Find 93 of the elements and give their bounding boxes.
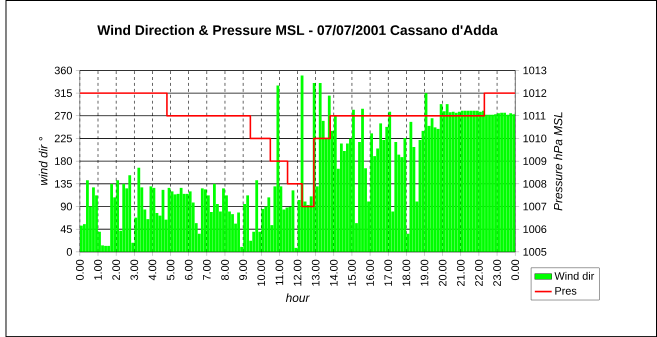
y2-tick-label: 1005 [523, 248, 546, 256]
bar [394, 142, 398, 252]
y-tick-label: 0 [66, 248, 72, 256]
bar [379, 123, 382, 252]
y2-tick-label: 1013 [523, 66, 546, 74]
bar [482, 110, 485, 252]
x-tick-label: 12.00 [294, 260, 302, 286]
y2-tick-label: 1011 [523, 112, 546, 120]
bar [424, 93, 428, 252]
y2-tick-label: 1009 [523, 157, 546, 165]
bar [231, 214, 234, 252]
bar [180, 188, 183, 252]
bar [440, 104, 443, 252]
bar [410, 122, 412, 252]
y-axis-title: wind dir ° [38, 136, 48, 185]
y-tick-label: 90 [60, 202, 72, 210]
bar [500, 112, 503, 252]
bar [92, 187, 95, 252]
bar [491, 114, 494, 252]
x-tick-label: 20.00 [438, 260, 446, 286]
chart-title: Wind Direction & Pressure MSL - 07/07/2001 Cassano d'Adda [97, 24, 498, 36]
bar [506, 114, 510, 252]
x-tick-label: 7.00 [203, 260, 211, 280]
y2-tick-label: 1012 [523, 89, 546, 97]
y-tick-label: 135 [55, 180, 72, 188]
bar [472, 110, 476, 252]
bar [276, 85, 280, 252]
x-tick-label: 5.00 [166, 260, 174, 280]
y2-tick-label: 1010 [523, 134, 546, 142]
bar [361, 108, 364, 252]
x-tick-label: 9.00 [239, 260, 247, 280]
bar [479, 112, 482, 252]
x-tick-label: 11.00 [276, 260, 284, 285]
bar [174, 194, 176, 252]
x-tick-label: 2.00 [112, 260, 120, 280]
bar [476, 110, 479, 252]
x-tick-label: 1.00 [94, 260, 102, 280]
bar [300, 75, 304, 252]
bar [430, 118, 434, 252]
bar [170, 191, 174, 252]
bar [488, 114, 491, 252]
x-tick-label: 3.00 [130, 260, 138, 280]
bar [80, 226, 83, 252]
x-tick-label: 13.00 [312, 260, 320, 286]
bar [168, 188, 170, 252]
bar [503, 112, 506, 252]
y-tick-label: 45 [60, 225, 72, 233]
y-tick-label: 225 [54, 134, 72, 142]
x-tick-label: 17.00 [384, 260, 392, 286]
x-tick-label: 19.00 [420, 260, 428, 286]
x-tick-label: 14.00 [330, 260, 338, 286]
legend-label: Wind dir [554, 272, 594, 280]
legend-label: Pres [555, 287, 576, 295]
y-tick-label: 180 [55, 157, 72, 165]
bar [485, 114, 488, 252]
bar [340, 143, 343, 252]
y-tick-label: 270 [54, 112, 72, 120]
x-tick-label: 16.00 [366, 260, 374, 286]
y2-tick-label: 1008 [523, 180, 546, 188]
y-tick-label: 315 [54, 89, 72, 97]
x-tick-label: 6.00 [184, 260, 193, 280]
y2-tick-label: 1006 [523, 225, 546, 233]
x-tick-label: 8.00 [221, 260, 229, 280]
bar [286, 207, 288, 252]
y-tick-label: 360 [54, 66, 72, 74]
y2-tick-label: 1007 [523, 202, 546, 210]
bar [352, 110, 355, 252]
bar [150, 186, 152, 252]
x-tick-label: 23.00 [493, 260, 501, 286]
x-tick-label: 22.00 [475, 260, 483, 286]
bar [497, 113, 500, 252]
x-tick-label: 18.00 [402, 260, 410, 286]
bar [370, 133, 373, 252]
x-tick-label: 0.00 [76, 260, 84, 280]
x-tick-label: 0.00 [511, 260, 520, 280]
bar [213, 184, 216, 252]
x-tick-label: 15.00 [348, 260, 356, 286]
bar [110, 184, 113, 252]
bar [403, 138, 406, 252]
x-tick-label: 10.00 [257, 260, 266, 286]
bar [237, 212, 240, 252]
bar [292, 190, 294, 252]
bar [222, 188, 225, 252]
bar [137, 168, 140, 252]
x-axis-title: hour [286, 293, 310, 302]
y2-axis-title: Pressure hPa MSL [554, 112, 562, 210]
bar [494, 114, 497, 252]
bar [162, 190, 164, 252]
bar [86, 180, 89, 252]
x-tick-label: 21.00 [456, 260, 465, 286]
bar [152, 188, 156, 252]
bar [104, 246, 107, 252]
x-tick-label: 4.00 [148, 260, 156, 280]
